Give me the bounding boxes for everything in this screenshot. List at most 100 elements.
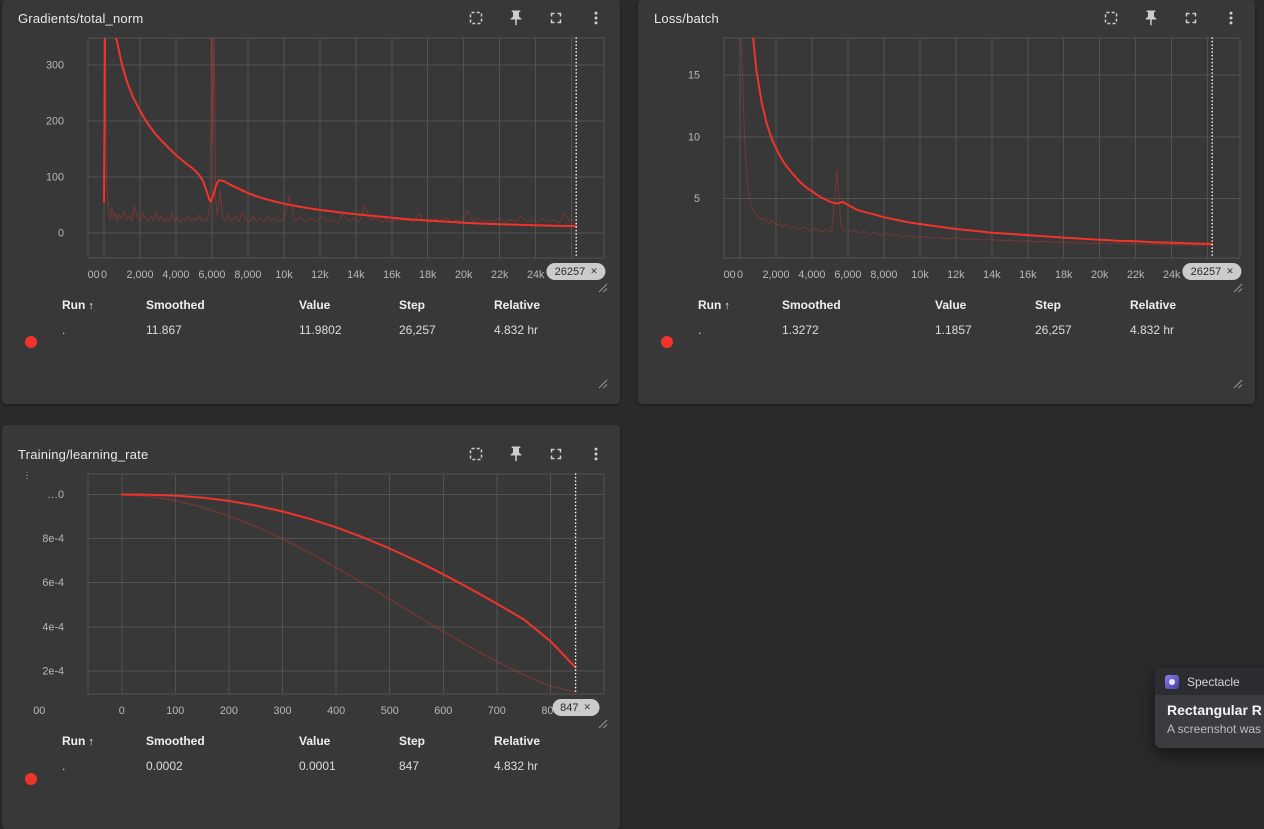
step-chip[interactable]: 26257 ✕ — [1182, 263, 1242, 280]
step-chip-value: 26257 — [554, 265, 586, 278]
chart-area[interactable]: 5 10 15 00 0 2,000 4,000 6,000 8,000 10k 12k 14k 16k… — [638, 30, 1255, 293]
more-menu-button[interactable] — [584, 443, 608, 465]
col-value[interactable]: Value — [935, 297, 967, 312]
smoothed-value: 1.3272 — [782, 322, 819, 337]
chart-area[interactable]: 2e-4 4e-4 6e-4 8e-4 …0 00 0 100 200 300 400 500 600 7… — [2, 466, 620, 729]
chip-close-icon[interactable]: ✕ — [590, 266, 598, 276]
col-step[interactable]: Step — [399, 733, 426, 748]
spectacle-app-icon — [1165, 674, 1179, 689]
chart-card-loss: Loss/batch 5 10 15 00 0 2,000 4,000 6,000 8,000 1… — [638, 0, 1255, 404]
col-value[interactable]: Value — [299, 733, 331, 748]
step-chip[interactable]: 26257 ✕ — [546, 263, 606, 280]
chart-resize-handle[interactable] — [597, 280, 608, 298]
svg-text:22k: 22k — [491, 269, 509, 281]
svg-text:…0: …0 — [47, 489, 64, 501]
pin-icon — [1145, 10, 1157, 26]
fit-domain-button[interactable] — [464, 7, 488, 29]
notification-toast[interactable]: Spectacle Rectangular R A screenshot was — [1155, 668, 1264, 748]
pin-button[interactable] — [504, 7, 528, 29]
value: 11.9802 — [299, 322, 342, 337]
svg-text:20k: 20k — [1091, 269, 1109, 281]
relative-value: 4.832 hr — [494, 758, 539, 773]
col-value[interactable]: Value — [299, 297, 331, 312]
svg-text:100: 100 — [166, 705, 184, 717]
svg-text:0: 0 — [119, 705, 125, 717]
value: 1.1857 — [935, 322, 972, 337]
svg-text:14k: 14k — [347, 269, 365, 281]
col-relative[interactable]: Relative — [494, 733, 541, 748]
col-run[interactable]: Run ↑ — [62, 297, 94, 312]
resize-grip-icon — [598, 283, 608, 293]
fullscreen-icon — [1185, 12, 1197, 24]
fullscreen-button[interactable] — [544, 443, 568, 465]
col-smoothed[interactable]: Smoothed — [146, 297, 205, 312]
svg-text:18k: 18k — [1055, 269, 1073, 281]
col-step[interactable]: Step — [1035, 297, 1062, 312]
metrics-header-row: Run ↑ Smoothed Value Step Relative — [58, 292, 620, 317]
fullscreen-button[interactable] — [1179, 7, 1203, 29]
svg-text:6e-4: 6e-4 — [42, 577, 64, 589]
col-relative[interactable]: Relative — [1130, 297, 1177, 312]
svg-text:6,000: 6,000 — [198, 269, 225, 281]
run-color-dot — [25, 773, 37, 785]
card-resize-handle[interactable] — [597, 376, 608, 394]
chart-resize-handle[interactable] — [1232, 280, 1243, 298]
svg-text:300: 300 — [46, 59, 64, 71]
col-smoothed[interactable]: Smoothed — [146, 733, 205, 748]
pin-icon — [510, 10, 522, 26]
run-name: . — [62, 758, 66, 773]
svg-text:00: 00 — [33, 705, 45, 717]
col-run[interactable]: Run ↑ — [62, 733, 94, 748]
metrics-data-row: . 0.0002 0.0001 847 4.832 hr — [58, 753, 620, 778]
svg-text:24k: 24k — [527, 269, 545, 281]
col-run[interactable]: Run ↑ — [698, 297, 730, 312]
chip-close-icon[interactable]: ✕ — [583, 702, 592, 712]
fullscreen-icon — [550, 12, 562, 24]
more-menu-icon — [594, 11, 598, 25]
svg-text:300: 300 — [273, 705, 291, 717]
run-name: . — [698, 322, 702, 337]
relative-value: 4.832 hr — [494, 322, 539, 337]
step-chip[interactable]: 847 ✕ — [552, 699, 600, 716]
chip-close-icon[interactable]: ✕ — [1226, 266, 1234, 276]
svg-text:24k: 24k — [1163, 269, 1181, 281]
svg-text:16k: 16k — [1019, 269, 1037, 281]
fit-domain-button[interactable] — [464, 443, 488, 465]
more-menu-button[interactable] — [584, 7, 608, 29]
chart-area[interactable]: 0 100 200 300 00 0 2,000 4,000 6,000 8,000 10k 12k 1… — [2, 30, 620, 293]
svg-text:700: 700 — [488, 705, 506, 717]
card-resize-handle[interactable] — [1232, 376, 1243, 394]
pin-button[interactable] — [504, 443, 528, 465]
svg-text:600: 600 — [434, 705, 452, 717]
more-menu-button[interactable] — [1219, 7, 1243, 29]
col-relative[interactable]: Relative — [494, 297, 541, 312]
step-value: 26,257 — [399, 322, 436, 337]
svg-text:12k: 12k — [947, 269, 965, 281]
step-value: 847 — [399, 758, 420, 773]
toast-body: Rectangular R A screenshot was — [1155, 695, 1264, 748]
pin-button[interactable] — [1139, 7, 1163, 29]
smoothed-value: 0.0002 — [146, 758, 183, 773]
card-title: Training/learning_rate — [18, 446, 149, 462]
step-value: 26,257 — [1035, 322, 1072, 337]
fullscreen-button[interactable] — [544, 7, 568, 29]
svg-text:4e-4: 4e-4 — [42, 621, 64, 633]
svg-text:22k: 22k — [1127, 269, 1145, 281]
card-header: Gradients/total_norm — [2, 0, 620, 30]
card-title: Gradients/total_norm — [18, 10, 144, 26]
col-step[interactable]: Step — [399, 297, 426, 312]
svg-text:2,000: 2,000 — [762, 269, 789, 281]
resize-grip-icon — [1233, 379, 1243, 389]
svg-text:12k: 12k — [311, 269, 329, 281]
chart-resize-handle[interactable] — [597, 716, 608, 734]
col-smoothed[interactable]: Smoothed — [782, 297, 841, 312]
fullscreen-icon — [550, 448, 562, 460]
svg-text:00: 00 — [724, 269, 736, 281]
run-color-dot — [661, 336, 673, 348]
svg-text:10k: 10k — [911, 269, 929, 281]
fit-domain-button[interactable] — [1099, 7, 1123, 29]
svg-text:10k: 10k — [275, 269, 293, 281]
svg-text:10: 10 — [688, 131, 700, 143]
resize-grip-icon — [598, 719, 608, 729]
